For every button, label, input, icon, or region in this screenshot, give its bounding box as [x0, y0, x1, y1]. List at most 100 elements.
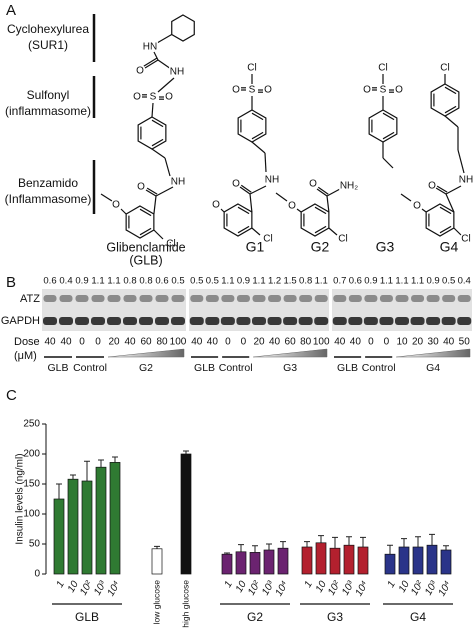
group-label: G3 [283, 362, 297, 374]
atom-label: Cl [263, 234, 272, 245]
gapdh-band [410, 317, 425, 325]
atom-label: O [413, 201, 421, 212]
bond [164, 157, 171, 177]
bond [296, 208, 302, 213]
bond [153, 229, 164, 240]
atom-label: O [232, 85, 240, 96]
atz-band [457, 295, 471, 302]
bond [139, 227, 152, 236]
gapdh-band [267, 317, 282, 325]
bar [249, 552, 261, 575]
x-tick-label: 1 [386, 579, 398, 589]
ratio-label: 0.5 [190, 276, 203, 287]
ratio-label: 0.6 [43, 276, 56, 287]
dose-unit: (μM) [14, 350, 37, 362]
bond [145, 189, 157, 197]
bond [444, 105, 457, 114]
dose-label: Dose [14, 336, 40, 348]
bond [382, 112, 395, 121]
atom-label: Cl [338, 234, 347, 245]
bar [357, 546, 369, 575]
bond [157, 77, 175, 93]
group-label: G3 [327, 610, 343, 624]
x-tick-label: 10² [326, 579, 343, 598]
bond [240, 184, 252, 193]
gapdh-band [314, 317, 329, 325]
y-tick-label: 200 [23, 449, 40, 460]
ratio-label: 1.5 [284, 276, 297, 287]
y-tick-label: 0 [34, 569, 40, 580]
gapdh-band [155, 317, 169, 325]
bar [151, 548, 163, 575]
panel-label: B [6, 274, 16, 291]
y-axis-title: Insulin levels (ng/ml) [15, 453, 26, 544]
ring [137, 116, 167, 150]
ratio-label: 0.6 [155, 276, 168, 287]
ratio-label: 0.9 [75, 276, 88, 287]
ratio-label: 1.1 [315, 276, 328, 287]
bond [153, 195, 157, 215]
dose-value: 40 [207, 337, 219, 348]
bar [301, 546, 313, 575]
dose-value: 0 [95, 337, 101, 348]
atom-label: O [288, 201, 296, 212]
ring [368, 109, 398, 143]
bond [156, 33, 173, 44]
gapdh-band [236, 317, 251, 325]
dose-value: 30 [428, 337, 440, 348]
atom-label: Cl [166, 239, 175, 250]
dose-value: 0 [225, 337, 231, 348]
dose-value: 20 [108, 337, 120, 348]
atom-label: O [212, 200, 220, 211]
ratio-label: 0.8 [123, 276, 136, 287]
group-label: Control [362, 362, 396, 374]
atz-band [333, 295, 347, 302]
group-label: (inflammasome) [5, 104, 91, 118]
atom-label: NH [170, 67, 184, 78]
group-label: GLB [337, 362, 358, 374]
x-tick-label: 10⁴ [106, 579, 123, 598]
group-label: GLB [194, 362, 215, 374]
bond [146, 187, 158, 195]
bond [453, 227, 462, 236]
bar [67, 478, 79, 575]
bar [384, 553, 396, 575]
ratio-label: 0.8 [139, 276, 152, 287]
gapdh-band [205, 317, 220, 325]
x-tick-label: 10⁴ [354, 579, 371, 598]
gapdh-band [426, 317, 441, 325]
group-label: G4 [426, 362, 440, 374]
gapdh-band [457, 317, 472, 325]
bar [221, 553, 233, 575]
x-tick-label: 10³ [423, 579, 440, 598]
group-label: GLB [47, 362, 68, 374]
bond [445, 193, 455, 213]
atz-band [268, 295, 282, 302]
bond [237, 206, 250, 215]
bond [314, 206, 327, 215]
bond [251, 141, 266, 154]
gapdh-band [139, 317, 153, 325]
group-label: G2 [247, 610, 263, 624]
gapdh-band [59, 317, 73, 325]
compound-name: G2 [311, 239, 330, 255]
dose-value: 0 [384, 337, 390, 348]
x-tick-label: 10² [246, 579, 263, 598]
bond [151, 148, 166, 159]
atom-label: NH [459, 175, 473, 186]
bond [439, 206, 452, 215]
gapdh-band [441, 317, 456, 325]
atom-label: O [133, 92, 141, 103]
bond [444, 86, 457, 95]
dose-value: 40 [60, 337, 72, 348]
gapdh-band [395, 317, 409, 325]
x-tick-label: 10 [66, 579, 81, 595]
bond [435, 187, 447, 195]
atom-label: S [380, 85, 387, 96]
gapdh-band [123, 317, 137, 325]
bond [326, 195, 330, 213]
atz-band [91, 295, 105, 302]
atom-label: O [264, 85, 272, 96]
dose-value: 40 [269, 337, 281, 348]
structures [100, 14, 465, 240]
